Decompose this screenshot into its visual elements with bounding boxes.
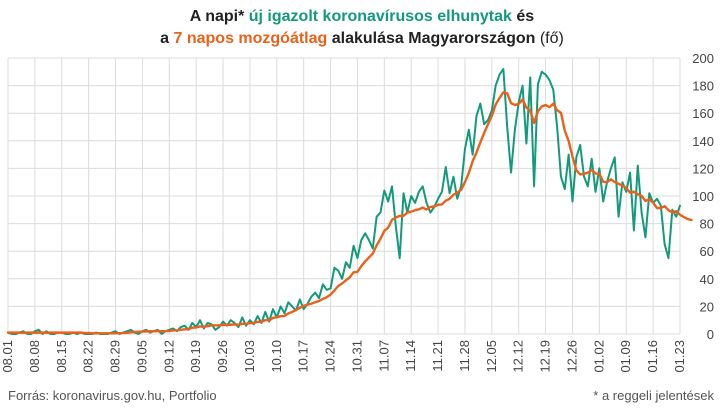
x-tick-label: 01.23 [672,340,687,373]
x-tick-label: 01.02 [591,340,606,373]
x-tick-label: 08.15 [54,340,69,373]
x-tick-label: 10.10 [269,340,284,373]
x-tick-label: 09.05 [134,340,149,373]
y-tick-label: 120 [692,161,714,176]
y-tick-label: 160 [692,106,714,121]
daily-deaths-line [7,68,681,335]
title-part: a [160,30,174,47]
x-tick-label: 12.05 [484,340,499,373]
source-note: Forrás: koronavirus.gov.hu, Portfolio [8,388,217,403]
x-tick-label: 10.24 [323,340,338,373]
y-tick-label: 200 [692,51,714,66]
title-daily-series-label: új igazolt koronavírusos elhunytak [248,8,512,25]
y-tick-label: 140 [692,134,714,149]
x-tick-label: 12.26 [564,340,579,373]
x-tick-label: 08.08 [27,340,42,373]
x-tick-label: 11.07 [376,340,391,372]
y-tick-label: 0 [707,327,714,342]
series-lines [6,68,693,335]
y-tick-label: 80 [700,217,714,232]
title-part: és [511,8,535,25]
x-tick-label: 11.28 [457,340,472,372]
y-axis-labels: 0 20 40 60 80 100 120 140 160 180 200 [692,51,714,342]
x-tick-label: 09.26 [215,340,230,373]
x-tick-label: 12.19 [538,340,553,373]
x-tick-label: 11.21 [430,340,445,372]
y-tick-label: 180 [692,79,714,94]
title-line-2: a 7 napos mozgóátlag alakulása Magyarors… [0,28,724,50]
title-average-series-label: 7 napos mozgóátlag [173,30,328,47]
y-tick-label: 20 [700,299,714,314]
title-unit: (fő) [539,30,564,47]
title-part: A napi* [189,8,249,25]
x-tick-label: 09.19 [188,340,203,373]
x-tick-label: 10.31 [349,340,364,373]
x-tick-label: 08.01 [0,340,15,373]
x-tick-label: 10.03 [242,340,257,373]
footnote: * a reggeli jelentések [593,388,714,403]
x-tick-label: 08.29 [108,340,123,373]
x-tick-label: 08.22 [81,340,96,373]
x-tick-label: 10.17 [296,340,311,373]
x-tick-label: 09.12 [161,340,176,373]
chart-title: A napi* új igazolt koronavírusos elhunyt… [0,6,724,50]
x-tick-label: 01.09 [618,340,633,373]
y-tick-label: 40 [700,272,714,287]
x-tick-label: 11.14 [403,340,418,372]
x-tick-label: 01.16 [645,340,660,373]
y-tick-label: 60 [700,244,714,259]
seven-day-average-line [6,91,693,335]
gridlines [7,57,681,335]
x-axis-labels: 08.01 08.08 08.15 08.22 08.29 09.05 09.12 09.19… [0,340,687,373]
title-part: alakulása Magyarországon [327,30,540,47]
x-tick-label: 12.12 [511,340,526,373]
y-tick-label: 100 [692,189,714,204]
title-line-1: A napi* új igazolt koronavírusos elhunyt… [0,6,724,28]
